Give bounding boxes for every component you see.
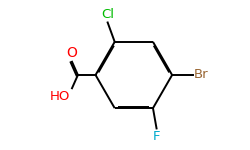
Text: Br: Br [194,69,209,81]
Text: F: F [153,130,160,143]
Text: O: O [66,46,78,60]
Text: Cl: Cl [101,8,114,21]
Text: HO: HO [50,90,70,103]
